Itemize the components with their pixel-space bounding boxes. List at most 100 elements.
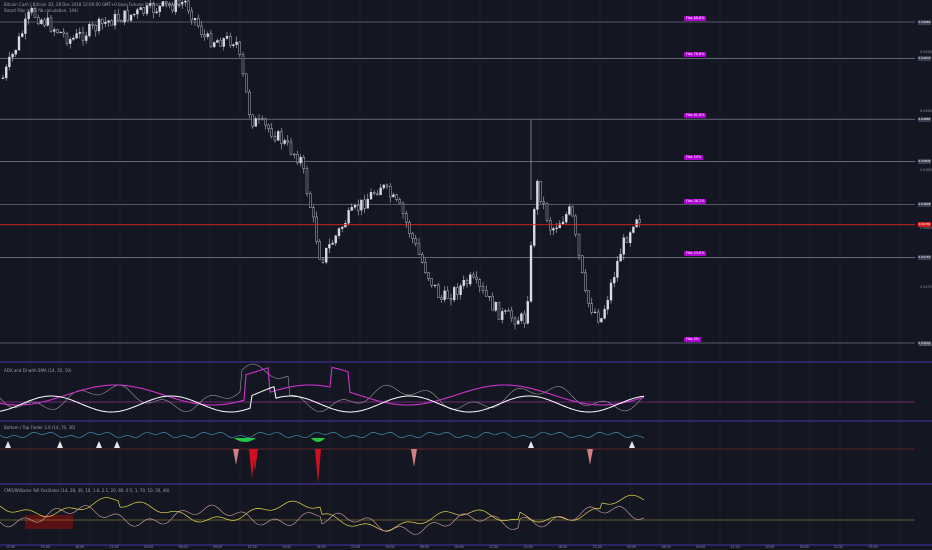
fib-label: Fibs 0% xyxy=(684,337,702,342)
x-axis-label: 18:00 xyxy=(558,545,568,549)
candle-body xyxy=(158,5,162,12)
top-signal xyxy=(233,449,239,465)
candle-body xyxy=(459,285,462,295)
candle-body xyxy=(184,0,187,3)
candle-body xyxy=(161,1,165,7)
top-signal xyxy=(411,449,417,467)
fib-study-legend[interactable]: Smart Fibs (auto fib calculation, 144) xyxy=(4,8,79,13)
candle-body xyxy=(475,276,478,280)
candle-body xyxy=(619,254,622,262)
candle-body xyxy=(539,180,542,202)
candle-body xyxy=(27,12,30,20)
candle-body xyxy=(174,0,178,12)
candle-body xyxy=(155,11,158,13)
candle-body xyxy=(305,168,309,194)
candle-body xyxy=(581,255,584,273)
candle-body xyxy=(228,36,232,46)
di-plus-line xyxy=(0,366,645,406)
candle-body xyxy=(347,210,350,224)
candle-body xyxy=(65,33,69,44)
candle-body xyxy=(433,284,437,286)
x-axis-label: 15:00 xyxy=(40,545,50,549)
candle-body xyxy=(337,228,341,236)
candle-body xyxy=(212,42,216,48)
candle-body xyxy=(251,114,254,127)
candle-body xyxy=(113,13,117,26)
candle-body xyxy=(437,284,440,298)
bt-oscillator xyxy=(0,432,645,438)
candle-body xyxy=(75,33,78,39)
candle-body xyxy=(88,23,91,37)
fib-label: Fibs 23.6% xyxy=(684,251,707,257)
candle-body xyxy=(414,238,417,244)
candle-body xyxy=(164,1,168,4)
candle-body xyxy=(427,272,430,279)
candle-body xyxy=(638,219,641,223)
x-axis-label: 15:00 xyxy=(282,545,292,549)
candle-body xyxy=(286,140,289,143)
candle-body xyxy=(600,318,603,323)
candle-body xyxy=(577,233,581,256)
candle-body xyxy=(1,77,5,79)
fib-label: Fibs 50% xyxy=(684,155,704,161)
candle-body xyxy=(369,192,373,200)
candle-body xyxy=(542,201,545,204)
x-axis-label: 18:00 xyxy=(75,545,85,549)
price-axis-tag: 0.04763 xyxy=(918,254,931,260)
candle-body xyxy=(609,282,613,301)
candle-body xyxy=(430,278,433,286)
current-price-tag: 0.04791 xyxy=(918,222,931,228)
candle-body xyxy=(145,5,149,14)
candle-body xyxy=(254,118,258,127)
candle-body xyxy=(398,199,401,204)
candle-body xyxy=(552,228,555,231)
candle-body xyxy=(350,207,353,211)
candle-body xyxy=(584,272,587,291)
candle-body xyxy=(379,187,382,196)
candle-body xyxy=(59,31,62,34)
x-axis-label: 03:00 xyxy=(385,545,395,549)
candle-body xyxy=(440,297,443,300)
candle-body xyxy=(382,184,385,189)
bottom-top-pane xyxy=(0,432,915,483)
candle-body xyxy=(603,309,606,319)
candle-body xyxy=(171,4,174,11)
candle-body xyxy=(232,44,235,46)
candle-body xyxy=(110,20,114,26)
candle-body xyxy=(11,53,14,58)
candle-body xyxy=(417,243,421,255)
x-axis-label: 06:00 xyxy=(178,545,188,549)
candle-body xyxy=(632,226,635,233)
candle-body xyxy=(331,242,334,245)
candle-body xyxy=(206,33,210,37)
candle-body xyxy=(33,8,37,18)
pane-separators[interactable] xyxy=(0,361,932,546)
candle-body xyxy=(501,311,504,320)
cmo-legend[interactable]: CMO/Williams %R Oscillator (14, 28, 30, … xyxy=(4,488,170,493)
candle-body xyxy=(629,232,632,243)
adx-legend[interactable]: ADX and DI with SMA (14, 20, 10) xyxy=(4,368,72,373)
candle-body xyxy=(453,287,456,301)
candle-body xyxy=(4,66,8,79)
candle-body xyxy=(177,0,181,5)
candle-body xyxy=(257,118,261,120)
candle-body xyxy=(328,244,331,249)
y-axis-tick: 0.04950 xyxy=(920,50,932,55)
candle-body xyxy=(497,301,501,320)
price-axis-tag: 0.04808 xyxy=(918,202,931,208)
triangle-marker xyxy=(114,441,120,448)
candle-body xyxy=(494,301,497,311)
candle-body xyxy=(507,310,510,312)
triangle-marker xyxy=(96,441,102,448)
bottom-top-legend[interactable]: Bottom / Top Finder 3.0 (14, 70, 30) xyxy=(4,425,76,430)
triangle-marker xyxy=(5,441,11,448)
candle-body xyxy=(613,277,616,284)
candle-body xyxy=(81,32,85,41)
candle-body xyxy=(593,311,597,314)
candle-body xyxy=(21,33,24,37)
top-signal xyxy=(315,449,321,483)
candle-body xyxy=(37,17,40,25)
candle-body xyxy=(456,287,459,295)
candle-body xyxy=(587,290,590,304)
